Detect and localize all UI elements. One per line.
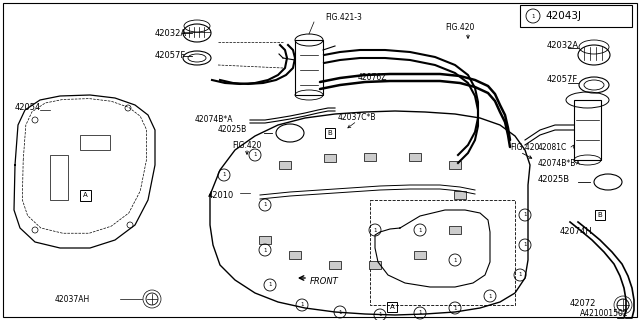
Bar (80, 135, 110, 150)
Bar (324, 154, 336, 162)
Text: 42081C: 42081C (538, 143, 567, 153)
Text: B: B (598, 212, 602, 218)
Text: FIG.421-3: FIG.421-3 (325, 13, 362, 22)
Bar (259, 236, 271, 244)
Text: 42074B*B: 42074B*B (538, 158, 577, 167)
Text: 1: 1 (453, 258, 457, 262)
Text: FIG.420: FIG.420 (232, 140, 261, 149)
Text: 1: 1 (263, 247, 267, 252)
Text: 42054: 42054 (15, 103, 41, 113)
Bar (520, 5, 632, 27)
Text: 1: 1 (531, 13, 535, 19)
Text: A: A (83, 192, 88, 198)
Bar (279, 161, 291, 169)
Bar (370, 200, 515, 305)
Text: 42037AH: 42037AH (55, 295, 90, 305)
Text: 1: 1 (339, 309, 342, 315)
Bar (387, 302, 397, 312)
Text: 1: 1 (518, 273, 522, 277)
Bar (369, 261, 381, 269)
Text: 1: 1 (488, 293, 492, 299)
Text: FIG.420: FIG.420 (510, 143, 540, 153)
Text: 42010: 42010 (208, 190, 234, 199)
Text: FRONT: FRONT (310, 277, 339, 286)
Text: 1: 1 (419, 310, 422, 316)
Text: 42072: 42072 (570, 299, 596, 308)
Text: 42025B: 42025B (218, 125, 247, 134)
Text: 1: 1 (378, 313, 381, 317)
Text: 42057F: 42057F (547, 76, 579, 84)
Text: A421001502: A421001502 (580, 309, 628, 318)
Bar (289, 251, 301, 259)
Text: 42032A: 42032A (155, 28, 187, 37)
Bar (325, 128, 335, 138)
Bar (595, 210, 605, 220)
Bar (414, 251, 426, 259)
Text: B: B (328, 130, 332, 136)
Text: 42037C*B: 42037C*B (338, 114, 376, 123)
Bar (454, 191, 466, 199)
Bar (409, 153, 421, 161)
Bar (574, 100, 601, 160)
Text: A: A (390, 304, 394, 310)
Text: 1: 1 (263, 203, 267, 207)
Text: 42025B: 42025B (538, 175, 570, 185)
Text: 42074H: 42074H (560, 228, 593, 236)
Bar (79, 189, 90, 201)
Text: 1: 1 (268, 283, 272, 287)
Text: 1: 1 (373, 228, 377, 233)
Bar (50, 155, 68, 200)
Bar (449, 226, 461, 234)
Bar (295, 40, 323, 95)
Text: 1: 1 (222, 172, 226, 178)
Text: 1: 1 (524, 212, 527, 218)
Bar (449, 161, 461, 169)
Bar (329, 261, 341, 269)
Text: 42057F: 42057F (155, 51, 186, 60)
Bar (364, 153, 376, 161)
Text: 42032A: 42032A (547, 41, 579, 50)
Text: 1: 1 (453, 306, 457, 310)
Text: 1: 1 (524, 243, 527, 247)
Text: FIG.420: FIG.420 (445, 23, 474, 33)
Text: 1: 1 (419, 228, 422, 233)
Text: 42043J: 42043J (545, 11, 581, 21)
Text: 42074B*A: 42074B*A (195, 116, 234, 124)
Text: 42076Z: 42076Z (358, 74, 387, 83)
Text: 1: 1 (300, 302, 304, 308)
Text: 1: 1 (253, 153, 257, 157)
